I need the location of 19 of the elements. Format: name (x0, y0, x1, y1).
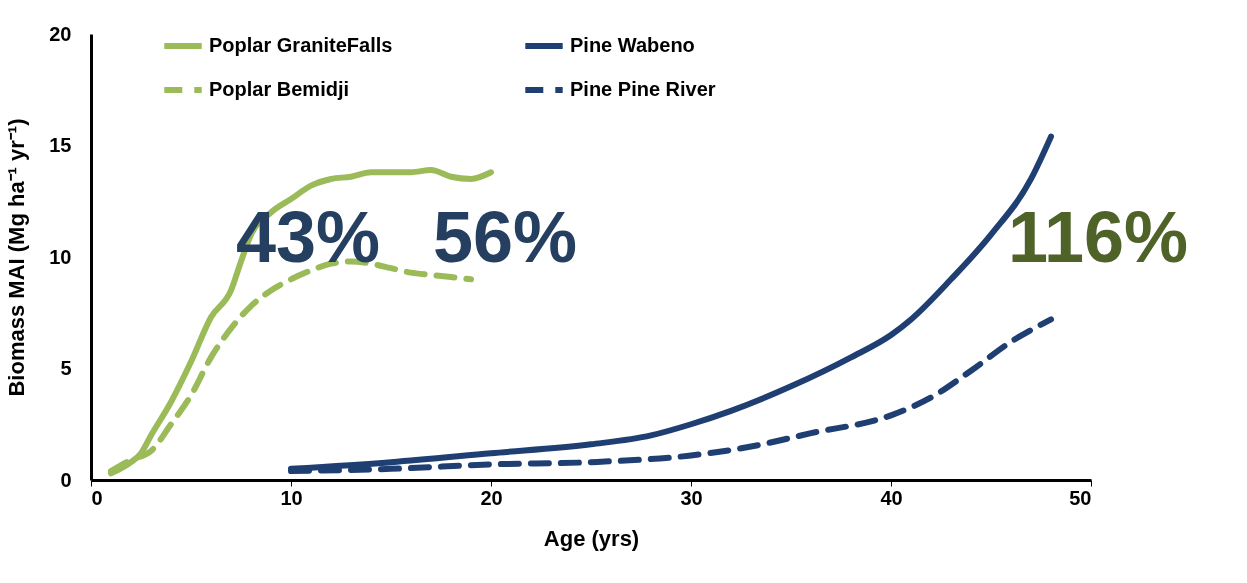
x-tick-label: 50 (1069, 486, 1092, 509)
y-tick-label: 0 (60, 468, 72, 491)
y-tick-label: 15 (49, 134, 72, 156)
legend-label: Poplar Bemidji (209, 78, 350, 100)
annotation: 56% (432, 197, 578, 277)
x-tick-label: 40 (880, 486, 903, 509)
legend-label: Pine Pine River (570, 78, 716, 100)
y-tick-label: 5 (60, 357, 72, 379)
legend-label: Poplar GraniteFalls (209, 34, 393, 56)
annotation: 116% (1007, 197, 1189, 277)
x-tick-label: 30 (680, 486, 703, 509)
y-axis-title: Biomass MAI (Mg ha⁻¹ yr⁻¹) (4, 118, 30, 397)
x-axis-title: Age (yrs) (543, 525, 640, 551)
y-tick-label: 10 (49, 245, 72, 268)
y-tick-label: 20 (49, 22, 72, 45)
x-tick-label: 0 (91, 486, 103, 509)
legend-label: Pine Wabeno (570, 34, 695, 56)
x-tick-label: 20 (480, 486, 503, 509)
x-tick-label: 10 (280, 486, 303, 509)
